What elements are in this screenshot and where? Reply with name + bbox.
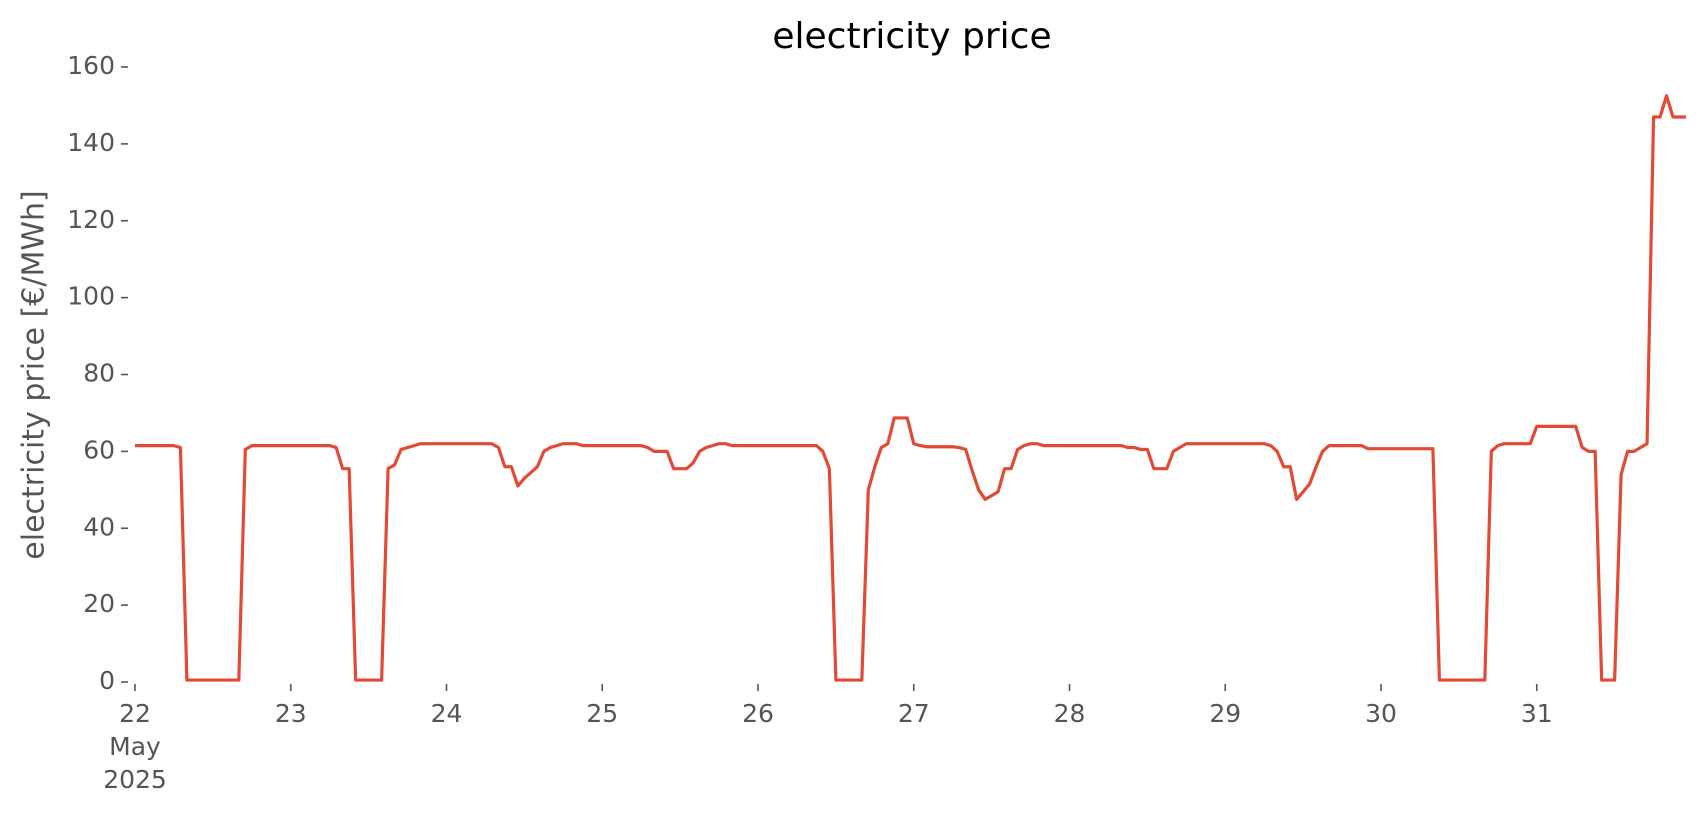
x-tick-label: 30 bbox=[1365, 699, 1397, 728]
x-tick-label: 27 bbox=[898, 699, 930, 728]
y-tick-label: 20 bbox=[83, 589, 115, 618]
y-tick-label: 140 bbox=[67, 128, 115, 157]
y-axis-label: electricity price [€/MWh] bbox=[17, 190, 52, 559]
x-tick-label: 24 bbox=[431, 699, 463, 728]
y-tick-label: 80 bbox=[83, 359, 115, 388]
x-tick-label: 23 bbox=[275, 699, 307, 728]
x-tick-label: 25 bbox=[586, 699, 618, 728]
x-tick-label: 31 bbox=[1521, 699, 1553, 728]
x-tick-label: 28 bbox=[1054, 699, 1086, 728]
price-line bbox=[135, 94, 1686, 682]
y-tick-label: 120 bbox=[67, 205, 115, 234]
y-tick-label: 0 bbox=[99, 666, 115, 695]
x-tick-label: 22 May 2025 bbox=[103, 699, 167, 794]
y-tick-label: 160 bbox=[67, 51, 115, 80]
chart-title: electricity price bbox=[772, 16, 1051, 57]
x-tick-label: 26 bbox=[742, 699, 774, 728]
y-tick-label: 100 bbox=[67, 282, 115, 311]
y-tick-label: 60 bbox=[83, 435, 115, 464]
x-tick-label: 29 bbox=[1209, 699, 1241, 728]
y-tick-label: 40 bbox=[83, 512, 115, 541]
